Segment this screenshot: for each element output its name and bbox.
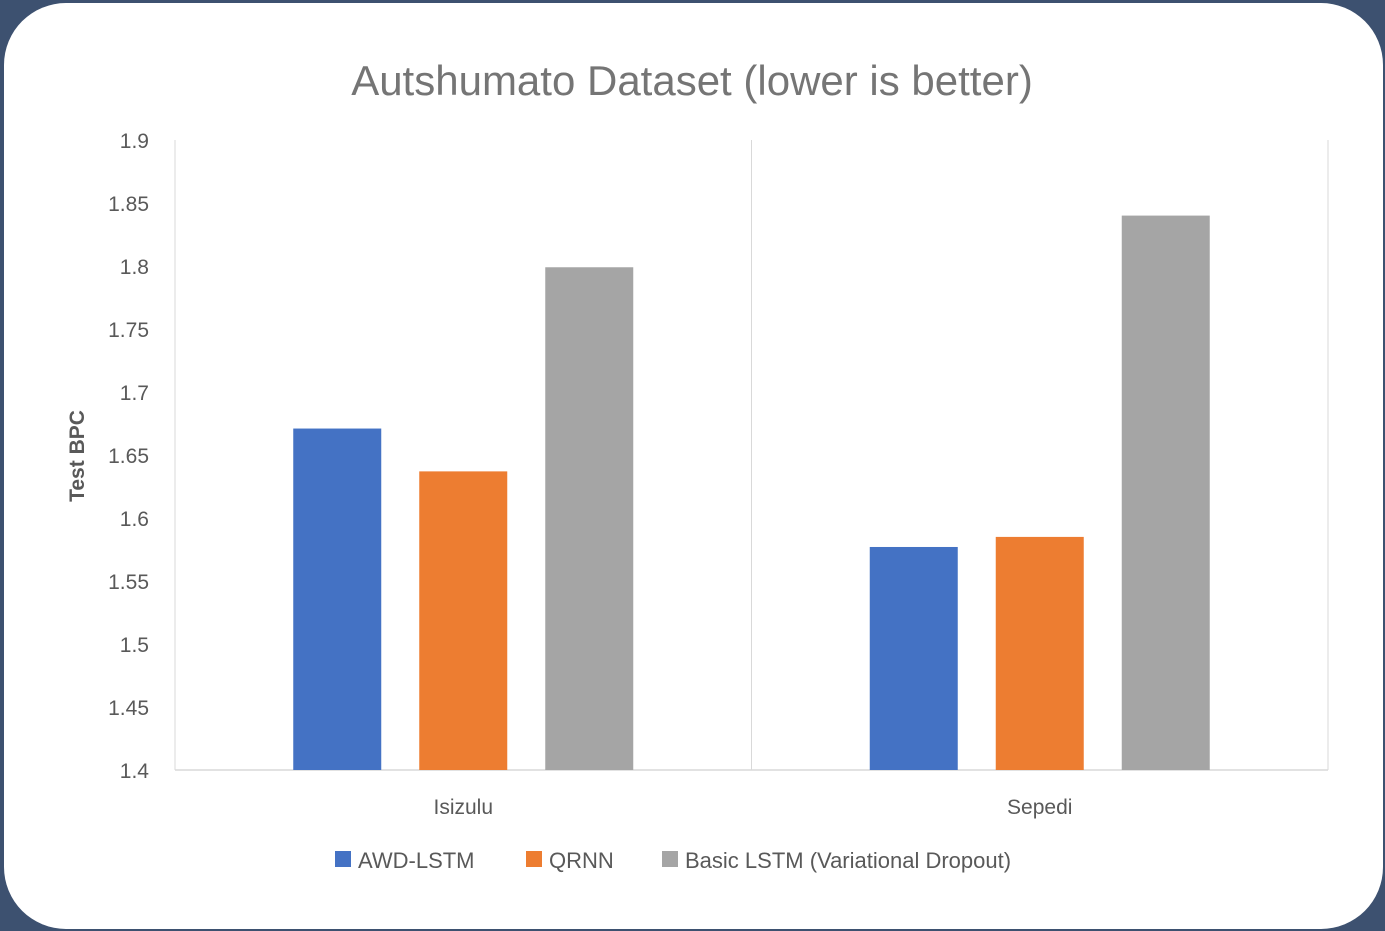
legend-swatch	[526, 851, 542, 867]
chart-title: Autshumato Dataset (lower is better)	[351, 57, 1033, 104]
bar-awd-lstm-sepedi	[869, 546, 958, 770]
legend-swatch	[335, 851, 351, 867]
y-tick-label: 1.55	[108, 571, 149, 594]
bar-chart: Autshumato Dataset (lower is better) 1.4…	[66, 57, 1329, 873]
bar-basic-lstm-variational-dropout-isizulu	[545, 267, 634, 770]
y-axis-label: Test BPC	[66, 410, 89, 502]
y-tick-label: 1.5	[120, 634, 149, 657]
plot-area: 1.4 1.45 1.5 1.55 1.6 1.65 1.7 1.75 1.8 1.85 1.9 Is…	[108, 130, 1329, 819]
y-tick-label: 1.9	[120, 130, 149, 153]
bar-qrnn-sepedi	[995, 536, 1084, 770]
bar-qrnn-isizulu	[419, 471, 508, 770]
x-tick-label: Isizulu	[433, 796, 493, 819]
y-tick-label: 1.85	[108, 193, 149, 216]
y-tick-label: 1.75	[108, 319, 149, 342]
y-tick-label: 1.6	[120, 508, 149, 531]
legend: AWD-LSTM QRNN Basic LSTM (Variational Drop…	[335, 848, 1011, 873]
legend-label: QRNN	[549, 848, 614, 873]
y-tick-label: 1.4	[120, 760, 150, 783]
bar-awd-lstm-isizulu	[293, 428, 382, 770]
y-tick-label: 1.7	[120, 382, 149, 405]
x-tick-label: Sepedi	[1007, 796, 1072, 819]
legend-label: Basic LSTM (Variational Dropout)	[685, 848, 1011, 873]
legend-label: AWD-LSTM	[358, 848, 475, 873]
y-tick-label: 1.65	[108, 445, 149, 468]
y-tick-label: 1.45	[108, 697, 149, 720]
chart-card: Autshumato Dataset (lower is better) 1.4…	[4, 3, 1383, 929]
bar-basic-lstm-variational-dropout-sepedi	[1121, 215, 1210, 771]
y-tick-label: 1.8	[120, 256, 149, 279]
legend-swatch	[662, 851, 678, 867]
